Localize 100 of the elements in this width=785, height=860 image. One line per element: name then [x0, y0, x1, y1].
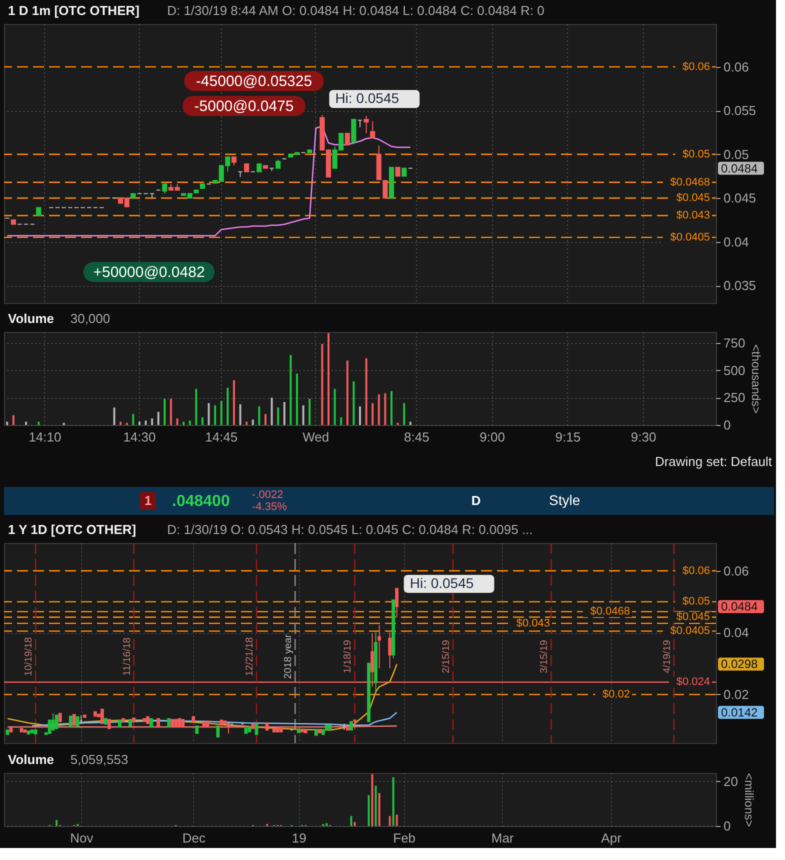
- bar: [378, 793, 380, 826]
- bar: [321, 344, 324, 425]
- bar: [113, 407, 116, 425]
- chart-title: 1 Y 1D [OTC OTHER]: [8, 522, 136, 537]
- chart-subtitle: 30,000: [70, 311, 110, 326]
- text: -.0022: [252, 489, 284, 501]
- bar: [232, 380, 235, 425]
- bar: [378, 394, 380, 425]
- bar: [258, 406, 260, 425]
- y-tick-label: 0: [724, 818, 731, 834]
- ref-line-label: $0.06: [682, 564, 710, 577]
- candlestick: [54, 714, 58, 729]
- bar: [371, 774, 374, 826]
- candlestick: [100, 708, 104, 724]
- bar: [164, 398, 166, 425]
- bar: [346, 360, 348, 425]
- bar: [182, 422, 185, 425]
- y-axis-title: <millions>: [742, 772, 756, 828]
- bar: [392, 777, 394, 826]
- bar: [188, 420, 191, 425]
- ref-line-label: $0.0405: [670, 625, 710, 638]
- bar: [350, 816, 352, 826]
- ref-line-label: 2018 year: [283, 634, 294, 679]
- candlestick: [254, 723, 258, 735]
- ref-line-label: $0.02: [602, 688, 630, 700]
- bar: [138, 422, 140, 425]
- bar: [326, 823, 328, 826]
- candlestick: [388, 632, 392, 669]
- ref-line-label: 1/18/19: [342, 639, 354, 674]
- x-tick-label: 19: [292, 830, 306, 846]
- y-tick-label: 500: [724, 362, 746, 378]
- x-tick-label: Dec: [182, 830, 206, 846]
- bar: [354, 822, 356, 826]
- bar: [374, 786, 377, 826]
- bar: [239, 404, 242, 425]
- bar: [340, 417, 342, 425]
- bar: [270, 398, 273, 425]
- bar: [403, 403, 406, 425]
- x-tick-label: Wed: [302, 430, 330, 444]
- y-tick-label: 20: [724, 774, 738, 789]
- x-tick-label: 9:30: [630, 430, 656, 444]
- bar: [388, 816, 391, 826]
- ref-line-label: $0.024: [676, 676, 710, 688]
- chart-subtitle: 5,059,553: [70, 752, 128, 767]
- bar: [38, 422, 40, 425]
- y-tick-label: 0.035: [724, 278, 756, 294]
- bar: [201, 417, 204, 425]
- bar: [56, 820, 58, 826]
- bar: [352, 381, 355, 425]
- bar: [396, 814, 398, 826]
- ref-line-label: 12/21/18: [244, 636, 256, 676]
- bar: [157, 412, 160, 425]
- bar: [390, 391, 393, 425]
- x-tick-label: 14:30: [123, 430, 156, 444]
- x-tick-label: Feb: [393, 830, 416, 846]
- text: .048400: [172, 493, 230, 510]
- bar: [151, 418, 154, 425]
- ref-line-label: $0.0468: [590, 606, 630, 618]
- ref-line-label: $0.05: [682, 596, 710, 608]
- candlestick: [395, 587, 399, 618]
- text: 0.0142: [721, 705, 758, 720]
- bar: [132, 414, 134, 425]
- candlestick: [72, 714, 76, 726]
- candlestick: [48, 720, 52, 734]
- bar: [246, 422, 248, 425]
- bar: [208, 403, 210, 425]
- bar: [365, 358, 368, 425]
- ref-line-label: 2/15/19: [440, 639, 452, 674]
- bar: [170, 398, 172, 425]
- x-tick-label: 14:10: [28, 430, 62, 444]
- text: -4.35%: [252, 501, 288, 513]
- bar: [384, 393, 386, 425]
- x-tick-label: Mar: [491, 830, 514, 846]
- x-tick-label: 8:45: [404, 430, 430, 444]
- candlestick: [51, 712, 55, 731]
- y-axis-title: <thousands>: [749, 344, 764, 414]
- ref-line-label: 11/16/18: [122, 637, 133, 676]
- bar: [372, 403, 374, 425]
- x-tick-label: Nov: [70, 830, 94, 846]
- bar: [144, 420, 147, 425]
- y-tick-label: 250: [724, 390, 746, 406]
- candlestick: [216, 726, 220, 738]
- ref-line-label: 10/19/18: [24, 636, 35, 676]
- bar: [195, 388, 198, 425]
- bar: [334, 388, 336, 425]
- x-tick-label: 14:45: [205, 430, 238, 444]
- bar: [120, 422, 122, 425]
- ref-line-label: 3/15/19: [539, 639, 550, 674]
- y-tick-label: 750: [724, 335, 746, 350]
- bar: [359, 406, 361, 425]
- ref-line-label: $0.043: [516, 617, 550, 630]
- bar: [308, 398, 311, 425]
- chart-title: Volume: [8, 311, 54, 326]
- bar: [226, 388, 229, 425]
- text: Style: [549, 492, 580, 508]
- bar: [176, 418, 178, 425]
- bar: [327, 333, 330, 425]
- candlestick: [226, 723, 230, 734]
- bar: [252, 420, 254, 425]
- ref-line-label: $0.045: [676, 611, 710, 624]
